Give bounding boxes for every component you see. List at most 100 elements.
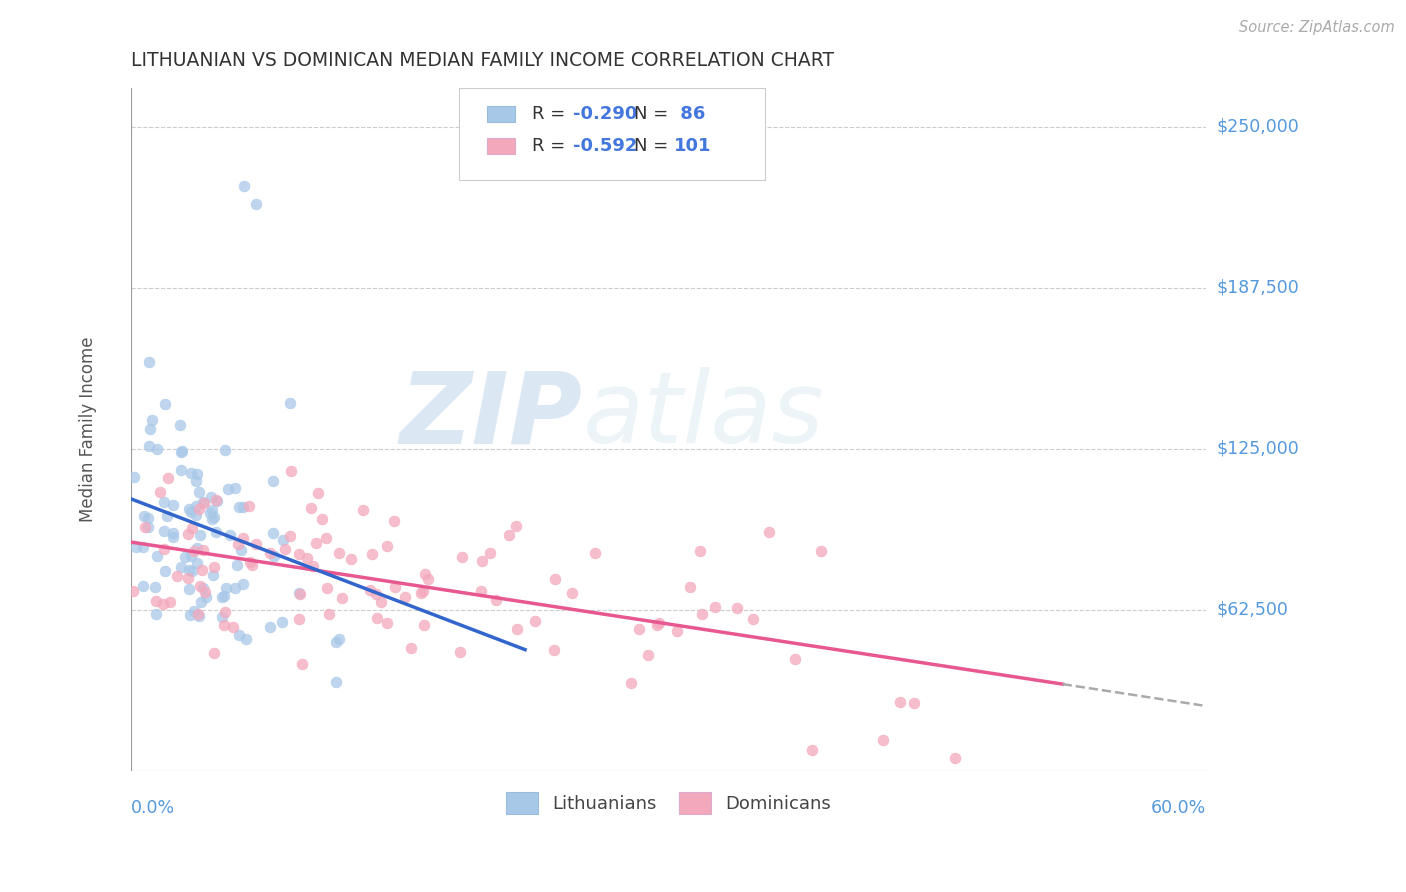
- Point: [138, 520, 160, 534]
- Point: [152, 597, 174, 611]
- Point: [232, 531, 254, 545]
- Text: LITHUANIAN VS DOMINICAN MEDIAN FAMILY INCOME CORRELATION CHART: LITHUANIAN VS DOMINICAN MEDIAN FAMILY IN…: [131, 51, 834, 70]
- Point: [159, 595, 181, 609]
- Point: [186, 474, 208, 488]
- Point: [187, 607, 209, 621]
- Point: [810, 543, 832, 558]
- Point: [174, 550, 197, 565]
- Text: N =: N =: [634, 137, 673, 155]
- Point: [325, 635, 347, 649]
- Point: [360, 547, 382, 561]
- Point: [352, 503, 374, 517]
- Point: [235, 632, 257, 647]
- Point: [470, 584, 492, 599]
- Point: [224, 581, 246, 595]
- Point: [162, 530, 184, 544]
- Point: [311, 512, 333, 526]
- Point: [222, 620, 245, 634]
- FancyBboxPatch shape: [486, 106, 515, 122]
- Point: [187, 609, 209, 624]
- Point: [401, 640, 423, 655]
- FancyBboxPatch shape: [486, 138, 515, 154]
- Point: [262, 526, 284, 541]
- Point: [183, 604, 205, 618]
- Text: $125,000: $125,000: [1216, 440, 1299, 458]
- Point: [689, 544, 711, 558]
- Point: [166, 569, 188, 583]
- Point: [263, 549, 285, 564]
- Point: [156, 508, 179, 523]
- Point: [679, 580, 702, 594]
- Point: [205, 494, 228, 508]
- Point: [645, 617, 668, 632]
- Point: [156, 471, 179, 485]
- Point: [180, 466, 202, 480]
- Point: [232, 178, 254, 193]
- Point: [287, 547, 309, 561]
- Text: atlas: atlas: [582, 368, 824, 464]
- Point: [232, 500, 254, 515]
- Point: [543, 643, 565, 657]
- Point: [288, 587, 311, 601]
- Point: [188, 528, 211, 542]
- Text: -0.592: -0.592: [572, 137, 637, 155]
- Text: 101: 101: [673, 137, 711, 155]
- Point: [215, 582, 238, 596]
- Point: [783, 652, 806, 666]
- Point: [291, 657, 314, 672]
- Point: [498, 528, 520, 542]
- Point: [179, 582, 201, 597]
- Point: [412, 584, 434, 599]
- Point: [180, 549, 202, 563]
- Point: [409, 585, 432, 599]
- Point: [328, 546, 350, 560]
- Point: [186, 541, 208, 555]
- Point: [214, 443, 236, 458]
- Point: [366, 610, 388, 624]
- Point: [149, 484, 172, 499]
- Text: $250,000: $250,000: [1216, 118, 1299, 136]
- Point: [205, 492, 228, 507]
- Point: [228, 628, 250, 642]
- Point: [186, 467, 208, 481]
- Text: $187,500: $187,500: [1216, 278, 1299, 296]
- Point: [370, 594, 392, 608]
- Point: [690, 607, 713, 621]
- Point: [138, 354, 160, 368]
- Point: [471, 554, 494, 568]
- Point: [295, 551, 318, 566]
- Point: [703, 599, 725, 614]
- Point: [413, 567, 436, 582]
- Point: [204, 524, 226, 539]
- Point: [187, 484, 209, 499]
- Point: [903, 696, 925, 710]
- Point: [259, 620, 281, 634]
- Point: [725, 601, 748, 615]
- Point: [280, 465, 302, 479]
- Point: [214, 605, 236, 619]
- Point: [224, 481, 246, 495]
- Point: [211, 609, 233, 624]
- Point: [181, 564, 204, 578]
- Point: [134, 509, 156, 524]
- Point: [188, 578, 211, 592]
- Point: [238, 500, 260, 514]
- Point: [299, 501, 322, 516]
- Point: [274, 541, 297, 556]
- Point: [170, 463, 193, 477]
- Point: [195, 591, 218, 605]
- Point: [302, 558, 325, 573]
- Point: [146, 442, 169, 456]
- Text: R =: R =: [531, 137, 571, 155]
- Point: [307, 486, 329, 500]
- Point: [179, 564, 201, 578]
- Point: [245, 537, 267, 551]
- Point: [177, 571, 200, 585]
- Point: [212, 589, 235, 603]
- Point: [505, 519, 527, 533]
- Point: [211, 590, 233, 604]
- Point: [375, 539, 398, 553]
- Point: [194, 585, 217, 599]
- Point: [162, 526, 184, 541]
- Point: [136, 511, 159, 525]
